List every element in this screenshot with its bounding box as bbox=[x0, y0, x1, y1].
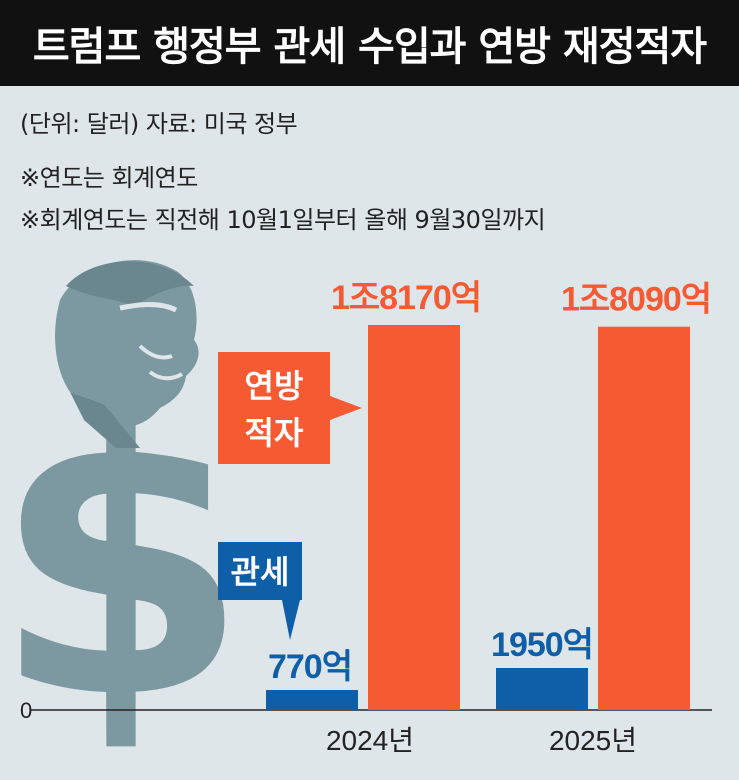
callout-tariff-label: 관세 bbox=[231, 553, 290, 591]
bar-deficit-2024 bbox=[368, 325, 460, 710]
note-fiscal-period: ※회계연도는 직전해 10월1일부터 올해 9월30일까지 bbox=[20, 206, 546, 234]
note-fiscal-year: ※연도는 회계연도 bbox=[20, 164, 198, 192]
callout-deficit-line2: 적자 bbox=[245, 414, 304, 452]
unit-source-note: (단위: 달러) 자료: 미국 정부 bbox=[20, 110, 298, 138]
bar-tariff-2024 bbox=[266, 690, 358, 710]
value-label-tariff-2025: 1950억 bbox=[491, 626, 593, 664]
callout-deficit: 연방 적자 bbox=[218, 352, 362, 464]
zero-label: 0 bbox=[20, 698, 32, 723]
bar-deficit-2025 bbox=[598, 326, 690, 710]
category-label-2024: 2024년 bbox=[326, 725, 414, 756]
value-label-tariff-2024: 770억 bbox=[268, 648, 352, 686]
value-label-deficit-2024: 1조8170억 bbox=[331, 279, 481, 317]
trump-portrait-icon bbox=[55, 260, 199, 448]
page-title: 트럼프 행정부 관세 수입과 연방 재정적자 bbox=[0, 0, 739, 86]
bar-tariff-2025 bbox=[496, 668, 588, 710]
callout-deficit-line1: 연방 bbox=[245, 367, 304, 405]
callout-tariff: 관세 bbox=[218, 542, 302, 640]
value-label-deficit-2025: 1조8090억 bbox=[561, 281, 711, 319]
category-label-2025: 2025년 bbox=[549, 725, 637, 756]
